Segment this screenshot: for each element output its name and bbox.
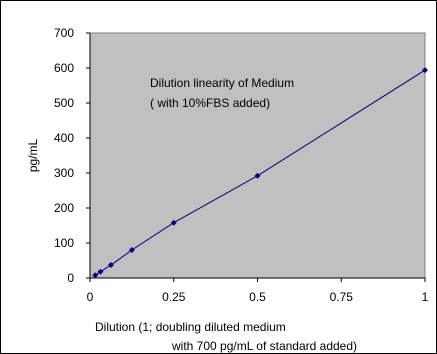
data-point	[128, 247, 135, 253]
x-axis-ticks: 0 0.25 0.5 0.75 1	[87, 278, 429, 304]
y-tick-label: 500	[54, 96, 74, 110]
data-series	[92, 67, 428, 279]
data-point	[107, 262, 114, 269]
x-tick-label: 0	[87, 290, 94, 304]
x-axis-title-line-1: Dilution (1; doubling diluted medium	[95, 320, 286, 334]
y-axis-ticks: 0 100 200 300 400 500 600 700	[54, 26, 90, 285]
data-point	[254, 172, 261, 179]
y-axis-title: pg/mL	[26, 139, 40, 173]
y-tick-label: 300	[54, 166, 74, 180]
x-axis-title-line-2: with 700 pg/mL of standard added)	[171, 339, 357, 353]
x-tick-label: 0.75	[330, 290, 354, 304]
x-tick-label: 1	[422, 290, 429, 304]
x-tick-label: 0.25	[162, 290, 186, 304]
chart-annotation-line-2: ( with 10%FBS added)	[150, 96, 270, 110]
y-tick-label: 200	[54, 201, 74, 215]
y-tick-label: 100	[54, 236, 74, 250]
plot-area	[89, 32, 426, 279]
data-point	[92, 272, 99, 279]
data-point	[170, 219, 177, 226]
data-point	[422, 67, 428, 74]
x-tick-label: 0.5	[249, 290, 266, 304]
y-tick-label: 400	[54, 131, 74, 145]
y-tick-label: 600	[54, 61, 74, 75]
y-tick-label: 700	[54, 26, 74, 40]
chart-annotation-line-1: Dilution linearity of Medium	[150, 76, 294, 90]
data-point	[97, 268, 104, 275]
y-tick-label: 0	[67, 271, 74, 285]
